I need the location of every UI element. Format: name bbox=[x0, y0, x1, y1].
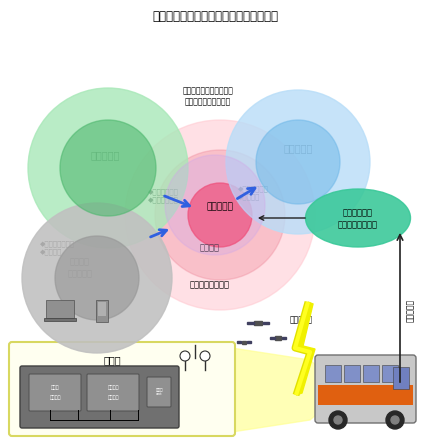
FancyBboxPatch shape bbox=[9, 342, 235, 436]
Circle shape bbox=[180, 351, 190, 361]
Bar bbox=[363, 365, 379, 382]
Bar bbox=[393, 367, 409, 389]
Text: 移動体通信用: 移動体通信用 bbox=[343, 209, 373, 217]
Circle shape bbox=[55, 236, 139, 320]
Text: 遊利用者
その他機関: 遊利用者 その他機関 bbox=[68, 258, 92, 278]
FancyBboxPatch shape bbox=[29, 374, 81, 411]
Text: 位置情報等: 位置情報等 bbox=[406, 299, 415, 321]
Text: ＧＰＳ
ant: ＧＰＳ ant bbox=[155, 388, 163, 396]
Bar bbox=[44, 318, 76, 321]
Bar bbox=[262, 322, 269, 324]
Text: バス事業者: バス事業者 bbox=[90, 150, 120, 160]
Bar bbox=[247, 322, 254, 324]
Bar bbox=[98, 302, 106, 316]
Circle shape bbox=[334, 416, 342, 424]
Text: ◆ダイヤ変更情報
◆運行情報: ◆ダイヤ変更情報 ◆運行情報 bbox=[40, 241, 75, 255]
Circle shape bbox=[28, 88, 188, 248]
Bar bbox=[282, 337, 286, 339]
Text: ◆区間旅行速度
◆道路情報: ◆区間旅行速度 ◆道路情報 bbox=[238, 186, 269, 200]
Text: 道路管理者: 道路管理者 bbox=[283, 143, 313, 153]
FancyBboxPatch shape bbox=[20, 366, 179, 428]
FancyBboxPatch shape bbox=[147, 377, 171, 407]
Bar bbox=[325, 365, 341, 382]
Bar bbox=[96, 300, 108, 322]
Bar bbox=[247, 341, 251, 343]
Text: ＧＰＳ信号: ＧＰＳ信号 bbox=[290, 315, 313, 325]
Bar bbox=[270, 337, 274, 339]
Circle shape bbox=[256, 120, 340, 204]
Text: （パケット通信）: （パケット通信） bbox=[338, 220, 378, 229]
Circle shape bbox=[22, 203, 172, 353]
Circle shape bbox=[165, 155, 265, 255]
Text: センタ設備: センタ設備 bbox=[206, 202, 233, 212]
Text: 情報装置: 情報装置 bbox=[107, 396, 119, 400]
Text: ＧＰＳ: ＧＰＳ bbox=[51, 385, 59, 389]
Polygon shape bbox=[232, 348, 345, 432]
Bar bbox=[382, 365, 398, 382]
Bar bbox=[237, 341, 241, 343]
Bar bbox=[275, 336, 281, 340]
Text: 図　バスロケーションシステムイメージ: 図 バスロケーションシステムイメージ bbox=[152, 10, 278, 23]
Circle shape bbox=[391, 416, 399, 424]
Circle shape bbox=[188, 183, 252, 247]
Text: ◆バス位置情報
◆到着予測時間: ◆バス位置情報 ◆到着予測時間 bbox=[148, 189, 179, 203]
Circle shape bbox=[386, 411, 404, 429]
Circle shape bbox=[226, 90, 370, 234]
Text: リアルタイム情報: リアルタイム情報 bbox=[190, 280, 230, 289]
Circle shape bbox=[200, 351, 210, 361]
FancyBboxPatch shape bbox=[315, 355, 416, 423]
Bar bbox=[344, 365, 360, 382]
Polygon shape bbox=[295, 302, 315, 395]
Bar bbox=[255, 321, 261, 325]
Text: 固定情報: 固定情報 bbox=[200, 243, 220, 253]
Bar bbox=[318, 385, 413, 405]
Text: 固定およびリアルタイム
情報から算出した情報: 固定およびリアルタイム 情報から算出した情報 bbox=[183, 86, 233, 106]
Text: 位置系列: 位置系列 bbox=[107, 385, 119, 389]
Circle shape bbox=[329, 411, 347, 429]
Text: 受信装置: 受信装置 bbox=[49, 396, 61, 400]
Text: 車載器: 車載器 bbox=[103, 355, 121, 365]
Bar bbox=[46, 300, 74, 318]
Circle shape bbox=[60, 120, 156, 216]
Bar bbox=[242, 340, 246, 344]
Ellipse shape bbox=[305, 189, 411, 247]
Circle shape bbox=[125, 120, 315, 310]
Circle shape bbox=[155, 150, 285, 280]
FancyBboxPatch shape bbox=[87, 374, 139, 411]
